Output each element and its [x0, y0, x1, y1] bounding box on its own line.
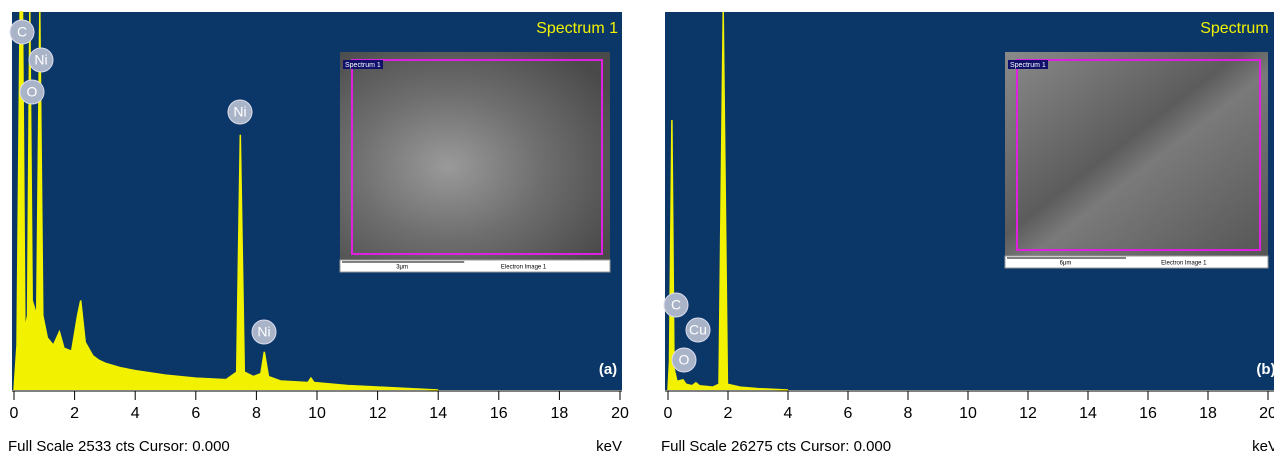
x-tick-label: 14	[429, 405, 447, 422]
region-title: Spectrum 1	[345, 62, 381, 69]
x-tick-label: 8	[904, 405, 913, 422]
x-tick-label: 2	[724, 405, 733, 422]
x-tick-label: 16	[1139, 405, 1157, 422]
x-tick-label: 16	[490, 405, 508, 422]
x-tick-label: 2	[70, 405, 79, 422]
spectrum-title: Spectrum 1	[1200, 20, 1274, 37]
image-caption: Electron Image 1	[1161, 261, 1207, 267]
peak-label: Ni	[233, 104, 246, 120]
image-caption: Electron Image 1	[501, 265, 547, 271]
x-tick-label: 0	[10, 405, 19, 422]
scale-label: 6μm	[1060, 261, 1072, 267]
x-tick-label: 18	[551, 405, 569, 422]
sem-image	[340, 52, 610, 260]
footer: Full Scale 2533 cts Cursor: 0.000	[8, 438, 230, 455]
x-tick-label: 0	[664, 405, 673, 422]
peak-label: Cu	[689, 322, 707, 338]
page: 3μm Electron Image 1 Spectrum 1 Spectrum 1 (…	[0, 0, 1274, 458]
x-axis-label: keV	[596, 438, 622, 455]
x-tick-label: 4	[784, 405, 793, 422]
x-tick-label: 14	[1079, 405, 1097, 422]
x-tick-label: 18	[1199, 405, 1217, 422]
panel-label: (a)	[599, 361, 617, 378]
peak-label: Ni	[257, 324, 270, 340]
peak-label: C	[17, 24, 27, 40]
region-title: Spectrum 1	[1010, 62, 1046, 69]
x-axis-label: keV	[1252, 438, 1274, 455]
x-tick-label: 8	[252, 405, 261, 422]
sem-image	[1005, 52, 1268, 256]
panel-label: (b)	[1256, 361, 1274, 378]
x-tick-label: 20	[1259, 405, 1274, 422]
x-tick-label: 20	[611, 405, 629, 422]
eds-spectra: 3μm Electron Image 1 Spectrum 1 Spectrum 1 (…	[0, 0, 1274, 458]
footer: Full Scale 26275 cts Cursor: 0.000	[661, 438, 891, 455]
x-tick-label: 12	[1019, 405, 1037, 422]
spectrum-title: Spectrum 1	[536, 20, 618, 37]
peak-label: Ni	[34, 52, 47, 68]
x-tick-label: 10	[308, 405, 326, 422]
x-tick-label: 10	[959, 405, 977, 422]
x-tick-label: 12	[369, 405, 387, 422]
peak-label: C	[671, 297, 681, 313]
scale-label: 3μm	[396, 265, 408, 271]
x-tick-label: 6	[844, 405, 853, 422]
x-tick-label: 4	[131, 405, 140, 422]
x-tick-label: 6	[191, 405, 200, 422]
peak-label: O	[27, 84, 38, 100]
peak-label: O	[679, 352, 690, 368]
